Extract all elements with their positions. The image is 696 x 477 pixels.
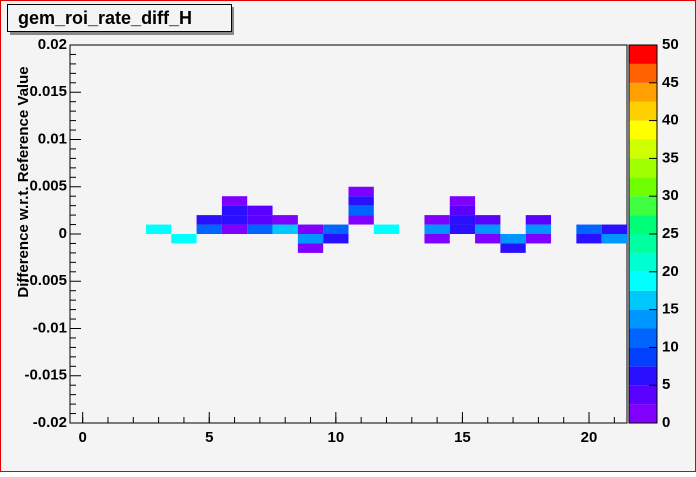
- palette-box: [629, 252, 657, 272]
- x-tick-label: 15: [454, 429, 471, 446]
- heatmap-cell: [424, 215, 450, 225]
- palette-box: [629, 82, 657, 102]
- heatmap-cell: [525, 234, 552, 244]
- heatmap-cell: [373, 224, 400, 234]
- heatmap-cell: [221, 224, 248, 234]
- palette-box: [629, 63, 657, 83]
- heatmap-cell: [424, 224, 450, 234]
- heatmap-cell: [348, 196, 374, 206]
- chart-title: gem_roi_rate_diff_H: [18, 8, 192, 28]
- palette-box: [629, 347, 657, 367]
- heatmap-cell: [348, 215, 374, 225]
- heatmap-cell: [221, 196, 248, 206]
- palette-box: [629, 177, 657, 197]
- palette-box: [629, 45, 657, 64]
- palette-box: [629, 158, 657, 178]
- heatmap-cell: [247, 215, 273, 225]
- palette-box: [629, 215, 657, 234]
- palette-box: [629, 120, 657, 140]
- palette-box: [629, 101, 657, 121]
- heatmap-cell: [221, 215, 248, 225]
- z-tick-label: 40: [662, 112, 679, 129]
- heatmap-cell: [196, 215, 222, 225]
- heatmap-cell: [576, 234, 602, 244]
- palette-box: [629, 196, 657, 216]
- heatmap-cell: [297, 224, 324, 234]
- palette-box: [629, 139, 657, 159]
- heatmap-cell: [525, 215, 552, 225]
- heatmap-cell: [348, 205, 374, 216]
- z-tick-label: 25: [662, 225, 679, 242]
- heatmap-cell: [424, 234, 450, 244]
- heatmap-cell: [247, 205, 273, 216]
- heatmap-cell: [576, 224, 602, 234]
- x-tick-label: 20: [581, 429, 598, 446]
- heatmap-cell: [525, 224, 552, 234]
- heatmap-cell: [272, 224, 298, 234]
- z-tick-label: 20: [662, 263, 679, 280]
- z-tick-label: 35: [662, 149, 679, 166]
- heatmap-cell: [449, 215, 476, 225]
- heatmap-cell: [449, 224, 476, 234]
- heatmap-cell: [475, 224, 501, 234]
- heatmap-cell: [500, 243, 526, 253]
- y-tick-label: 0.005: [29, 178, 67, 195]
- heatmap-cell: [297, 243, 324, 253]
- title-box: [7, 4, 232, 32]
- z-tick-label: 30: [662, 187, 679, 204]
- y-tick-label: -0.02: [33, 414, 67, 431]
- heatmap-cell: [171, 234, 197, 244]
- heatmap-cell: [247, 224, 273, 234]
- heatmap-cell: [348, 186, 374, 197]
- heatmap-cell: [500, 234, 526, 244]
- palette-box: [629, 309, 657, 329]
- heatmap-cell: [323, 224, 349, 234]
- y-tick-label: 0.01: [38, 130, 67, 147]
- y-tick-label: -0.015: [24, 367, 67, 384]
- heatmap-cell: [323, 234, 349, 244]
- heatmap-cell: [272, 215, 298, 225]
- y-tick-label: 0.015: [29, 83, 67, 100]
- palette-box: [629, 404, 657, 423]
- z-tick-label: 0: [662, 414, 670, 431]
- z-tick-label: 10: [662, 338, 679, 355]
- z-tick-label: 50: [662, 36, 679, 53]
- palette-box: [629, 366, 657, 386]
- heatmap-cell: [221, 205, 248, 216]
- x-tick-label: 0: [78, 429, 86, 446]
- z-tick-label: 5: [662, 376, 670, 393]
- palette-box: [629, 328, 657, 348]
- y-tick-label: -0.005: [24, 272, 67, 289]
- heatmap-cell: [449, 196, 476, 206]
- heatmap-cell: [196, 224, 222, 234]
- heatmap-cell: [297, 234, 324, 244]
- z-tick-label: 45: [662, 74, 679, 91]
- heatmap-cell: [475, 215, 501, 225]
- y-tick-label: -0.01: [33, 319, 67, 336]
- x-tick-label: 5: [205, 429, 213, 446]
- palette-box: [629, 290, 657, 310]
- heatmap-cell: [449, 205, 476, 216]
- z-tick-label: 15: [662, 301, 679, 318]
- palette-box: [629, 385, 657, 405]
- palette-box: [629, 271, 657, 291]
- heatmap-cell: [475, 234, 501, 244]
- y-tick-label: 0: [59, 225, 67, 242]
- heatmap-cell: [601, 224, 627, 234]
- x-tick-label: 10: [327, 429, 344, 446]
- palette-box: [629, 234, 657, 253]
- heatmap-cell: [601, 234, 627, 244]
- heatmap-cell: [145, 224, 172, 234]
- y-axis-label: Difference w.r.t. Reference Value: [15, 66, 32, 297]
- y-tick-label: 0.02: [38, 36, 67, 53]
